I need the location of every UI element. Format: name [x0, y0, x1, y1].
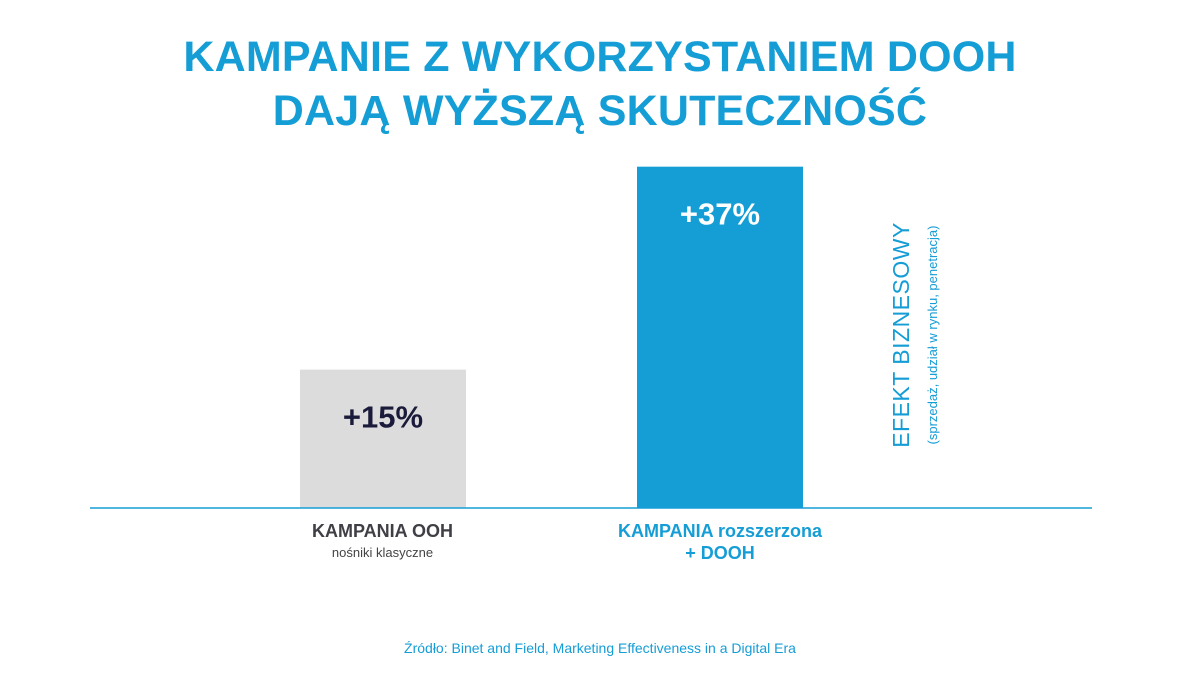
- category-label-dooh: KAMPANIA rozszerzona + DOOH: [570, 520, 870, 564]
- chart-title: KAMPANIE Z WYKORZYSTANIEM DOOH DAJĄ WYŻS…: [0, 30, 1200, 138]
- y-axis-label-main: EFEKT BIZNESOWY: [888, 222, 914, 448]
- chart-title-line-1: KAMPANIE Z WYKORZYSTANIEM DOOH: [183, 33, 1017, 81]
- y-axis-label: EFEKT BIZNESOWY (sprzedaż, udział w rynk…: [887, 222, 943, 448]
- category-label-ooh-main: KAMPANIA OOH: [312, 521, 453, 541]
- y-axis-label-sub: (sprzedaż, udział w rynku, penetracja): [925, 225, 940, 445]
- category-label-ooh-sub: nośniki klasyczne: [331, 545, 434, 560]
- source-note: Źródło: Binet and Field, Marketing Effec…: [404, 640, 796, 656]
- category-label-dooh-line-2: + DOOH: [685, 543, 755, 563]
- category-label-ooh: KAMPANIA OOH nośniki klasyczne: [270, 520, 495, 564]
- data-label-dooh: +37%: [680, 197, 760, 232]
- chart-title-line-2: DAJĄ WYŻSZĄ SKUTECZNOŚĆ: [272, 87, 928, 135]
- category-label-dooh-line-1: KAMPANIA rozszerzona: [617, 521, 823, 541]
- bar-ooh: [300, 369, 466, 508]
- data-label-ooh: +15%: [343, 400, 423, 435]
- bar-dooh: [637, 166, 803, 509]
